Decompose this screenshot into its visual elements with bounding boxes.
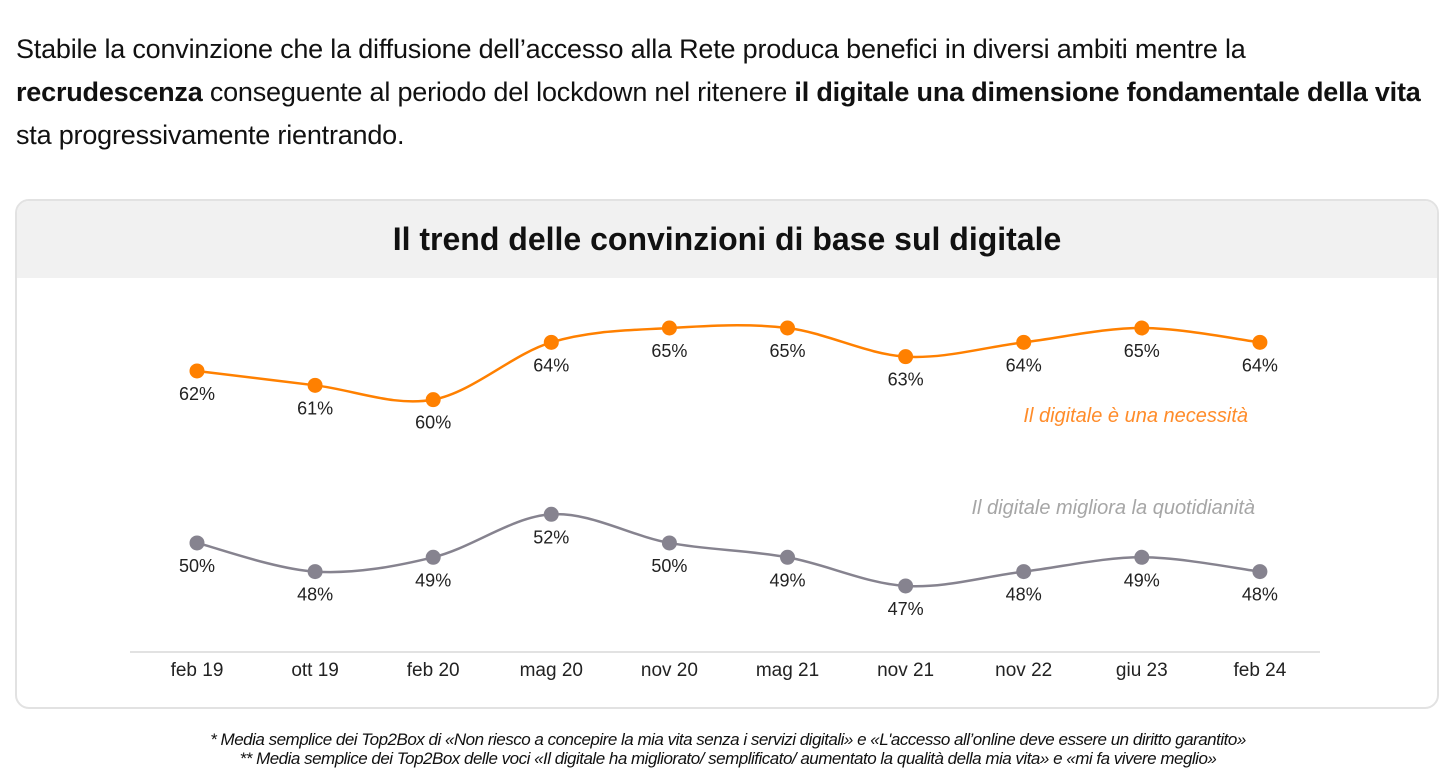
x-tick-label: mag 20 xyxy=(520,660,583,681)
data-label: 48% xyxy=(297,585,333,605)
data-label: 49% xyxy=(1124,570,1160,590)
intro-text: Stabile la convinzione che la diffusione… xyxy=(16,28,1436,157)
x-tick-label: feb 20 xyxy=(407,660,460,681)
data-point xyxy=(1016,564,1032,580)
x-tick-label: feb 19 xyxy=(171,660,224,681)
data-point xyxy=(780,549,795,565)
x-tick-label: nov 21 xyxy=(877,660,934,681)
data-point xyxy=(543,334,559,350)
data-point xyxy=(661,535,677,551)
data-label: 64% xyxy=(1242,355,1278,375)
x-tick-label: mag 21 xyxy=(756,660,819,681)
data-point xyxy=(898,578,914,594)
data-point xyxy=(1252,564,1268,580)
data-label: 65% xyxy=(1124,341,1160,361)
data-point xyxy=(1134,549,1150,565)
x-tick-label: feb 24 xyxy=(1233,660,1286,681)
footnote-2: ** Media semplice dei Top2Box delle voci… xyxy=(239,749,1217,768)
chart-card: Il trend delle convinzioni di base sul d… xyxy=(15,199,1439,709)
data-point xyxy=(189,363,205,379)
series-label: Il digitale migliora la quotidianità xyxy=(972,497,1256,519)
data-label: 61% xyxy=(297,398,333,418)
chart-title: Il trend delle convinzioni di base sul d… xyxy=(392,221,1062,257)
data-label: 52% xyxy=(533,527,569,547)
data-point xyxy=(661,320,677,336)
x-tick-label: nov 22 xyxy=(995,660,1052,681)
data-label: 47% xyxy=(888,599,924,619)
data-label: 65% xyxy=(769,341,805,361)
data-label: 63% xyxy=(888,370,924,390)
x-tick-label: nov 20 xyxy=(641,660,698,681)
series-line xyxy=(196,324,1261,403)
data-label: 50% xyxy=(651,556,687,576)
data-label: 60% xyxy=(415,413,451,433)
data-point xyxy=(307,564,323,580)
data-point xyxy=(1252,334,1268,350)
chart-header: Il trend delle convinzioni di base sul d… xyxy=(17,201,1437,278)
data-point xyxy=(307,377,323,393)
data-point xyxy=(189,535,205,551)
data-label: 49% xyxy=(415,570,451,590)
data-label: 49% xyxy=(769,570,805,590)
data-label: 50% xyxy=(179,556,215,576)
data-label: 62% xyxy=(179,384,215,404)
intro-part: conseguente al periodo del lockdown nel … xyxy=(202,77,795,107)
footnote-1: * Media semplice dei Top2Box di «Non rie… xyxy=(210,730,1246,749)
data-point xyxy=(543,506,559,522)
data-point xyxy=(425,392,441,408)
data-point xyxy=(898,349,914,365)
intro-part: sta progressivamente rientrando. xyxy=(16,120,405,150)
data-point xyxy=(1016,334,1032,350)
x-tick-label: ott 19 xyxy=(291,660,339,681)
data-label: 65% xyxy=(651,341,687,361)
intro-part: Stabile la convinzione che la diffusione… xyxy=(16,34,1246,64)
footnotes: * Media semplice dei Top2Box di «Non rie… xyxy=(0,730,1456,768)
data-point xyxy=(1134,320,1150,336)
data-label: 64% xyxy=(1006,355,1042,375)
intro-bold: il digitale una dimensione fondamentale … xyxy=(794,77,1421,107)
data-point xyxy=(425,549,441,565)
x-tick-label: giu 23 xyxy=(1116,660,1168,681)
data-label: 64% xyxy=(533,355,569,375)
intro-bold: recrudescenza xyxy=(16,77,203,107)
data-point xyxy=(780,320,795,336)
series-label: Il digitale è una necessità xyxy=(1023,405,1248,427)
series-line xyxy=(196,512,1261,588)
data-label: 48% xyxy=(1006,585,1042,605)
data-label: 48% xyxy=(1242,585,1278,605)
